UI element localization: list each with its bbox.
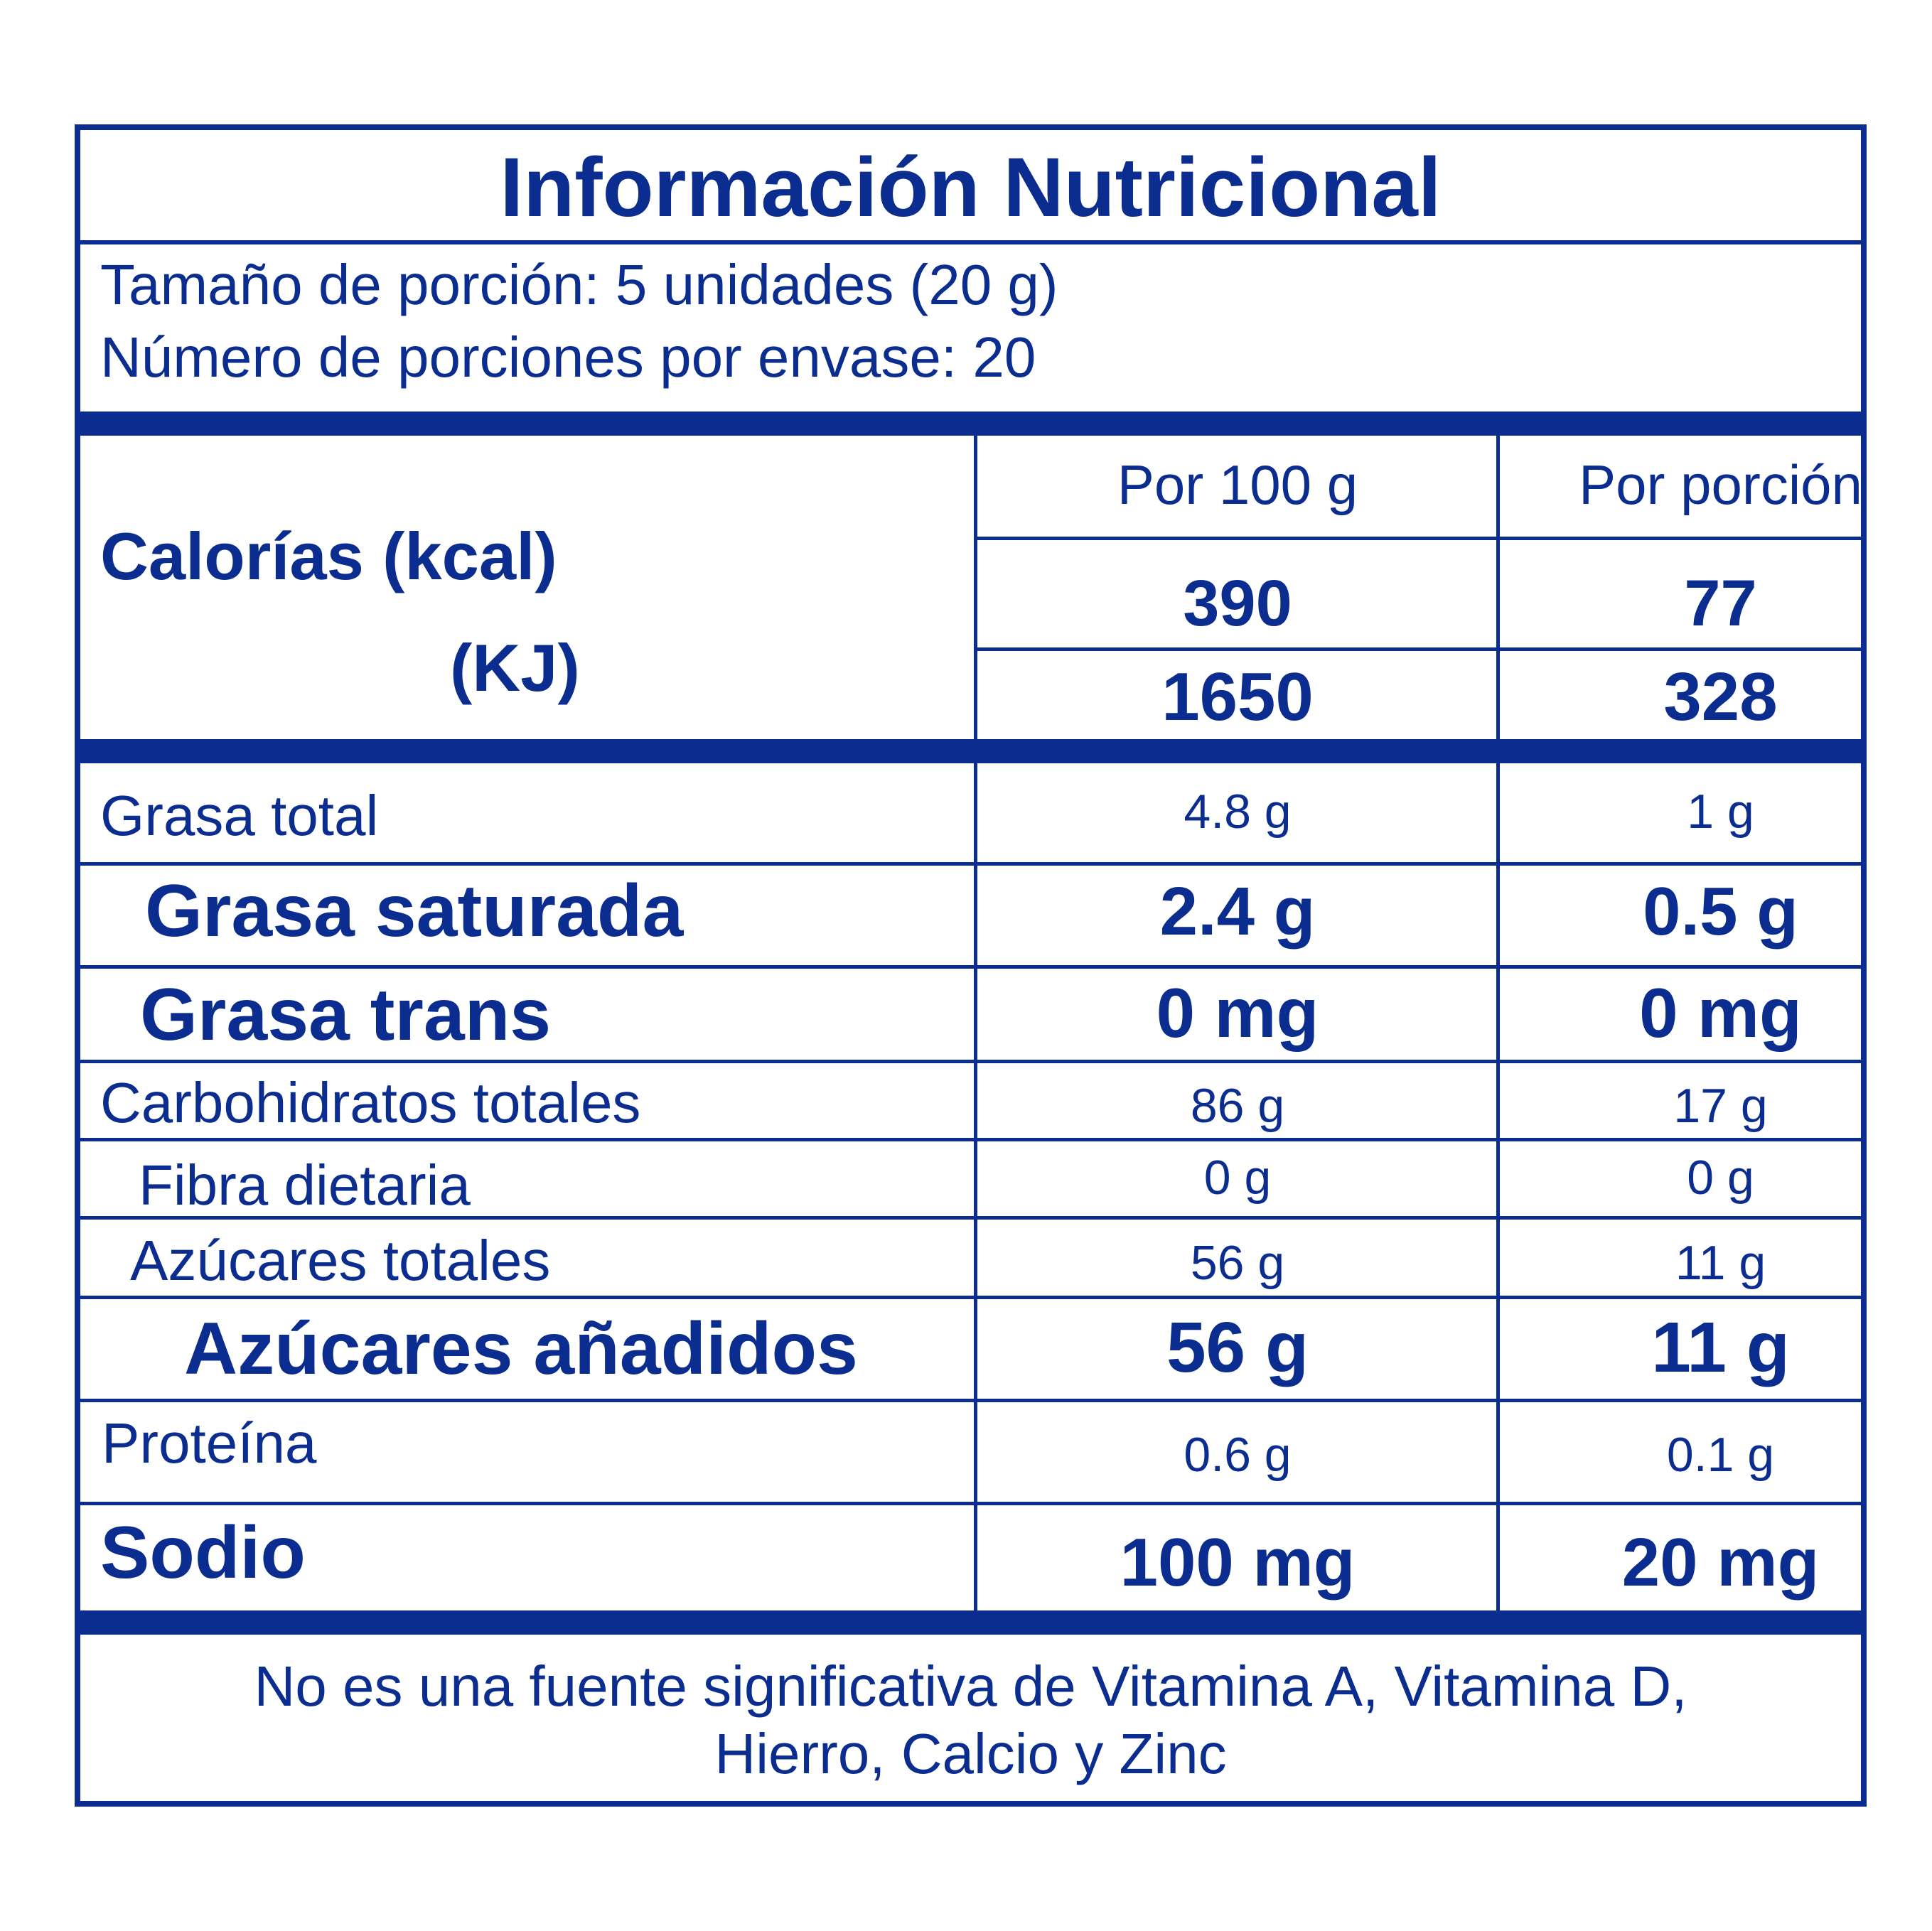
divider [977, 647, 1861, 651]
divider [80, 1502, 1861, 1505]
kcal-per-100g: 390 [1183, 567, 1292, 640]
divider [80, 1138, 1861, 1141]
nutrient-label: Grasa saturada [145, 870, 684, 952]
divider [80, 1296, 1861, 1299]
column-divider [974, 436, 977, 1610]
nutrient-per-serving: 17 g [1673, 1079, 1768, 1133]
kj-per-serving: 328 [1663, 659, 1778, 735]
nutrient-per-100g: 0 mg [1156, 974, 1319, 1052]
divider [80, 1399, 1861, 1402]
nutrient-per-100g: 100 mg [1120, 1524, 1356, 1601]
nutrient-per-100g: 86 g [1190, 1079, 1285, 1133]
thick-divider [80, 1610, 1861, 1635]
nutrient-label: Grasa total [100, 784, 379, 847]
servings-per-container: Número de porciones por envase: 20 [100, 326, 1036, 389]
nutrition-facts-panel: Información Nutricional Tamaño de porció… [75, 124, 1867, 1807]
nutrient-label: Sodio [100, 1512, 306, 1594]
thick-divider [80, 412, 1861, 436]
divider [80, 862, 1861, 866]
footer-note-line-1: No es una fuente significativa de Vitami… [254, 1655, 1687, 1718]
nutrient-label: Azúcares totales [130, 1229, 551, 1292]
calories-kcal-label: Calorías (kcal) [100, 519, 557, 593]
nutrient-per-serving: 11 g [1675, 1236, 1766, 1290]
nutrient-per-serving: 20 mg [1621, 1524, 1820, 1601]
nutrient-label: Proteína [102, 1411, 317, 1475]
divider [80, 965, 1861, 969]
calories-kj-label: (KJ) [450, 630, 580, 705]
nutrient-label: Grasa trans [140, 974, 552, 1056]
nutrient-per-100g: 56 g [1166, 1308, 1309, 1387]
nutrient-per-100g: 0.6 g [1184, 1428, 1292, 1482]
nutrient-per-serving: 0 g [1687, 1151, 1754, 1205]
thick-divider [80, 739, 1861, 763]
nutrient-per-serving: 0.1 g [1666, 1428, 1775, 1482]
serving-size: Tamaño de porción: 5 unidades (20 g) [100, 253, 1058, 316]
nutrient-per-100g: 0 g [1203, 1151, 1272, 1205]
divider [977, 537, 1861, 540]
column-header-per-serving: Por porción [1579, 453, 1862, 516]
nutrient-label: Fibra dietaria [139, 1153, 471, 1217]
divider [80, 1216, 1861, 1220]
footer-note-line-2: Hierro, Calcio y Zinc [714, 1722, 1227, 1785]
nutrient-per-100g: 2.4 g [1159, 873, 1316, 950]
nutrient-label: Azúcares añadidos [184, 1308, 858, 1390]
divider [80, 1060, 1861, 1063]
column-header-per-100g: Por 100 g [1117, 453, 1358, 516]
nutrient-label: Carbohidratos totales [100, 1071, 641, 1134]
nutrient-per-serving: 0 mg [1639, 974, 1802, 1052]
column-divider [1496, 436, 1500, 1610]
nutrient-per-serving: 11 g [1651, 1308, 1790, 1387]
divider [80, 240, 1861, 244]
kcal-per-serving: 77 [1684, 567, 1757, 640]
kj-per-100g: 1650 [1161, 659, 1314, 735]
nutrient-per-100g: 4.8 g [1184, 785, 1292, 839]
panel-title: Información Nutricional [500, 141, 1442, 235]
nutrient-per-100g: 56 g [1190, 1236, 1285, 1290]
nutrient-per-serving: 1 g [1687, 785, 1754, 839]
nutrient-per-serving: 0.5 g [1643, 873, 1798, 950]
